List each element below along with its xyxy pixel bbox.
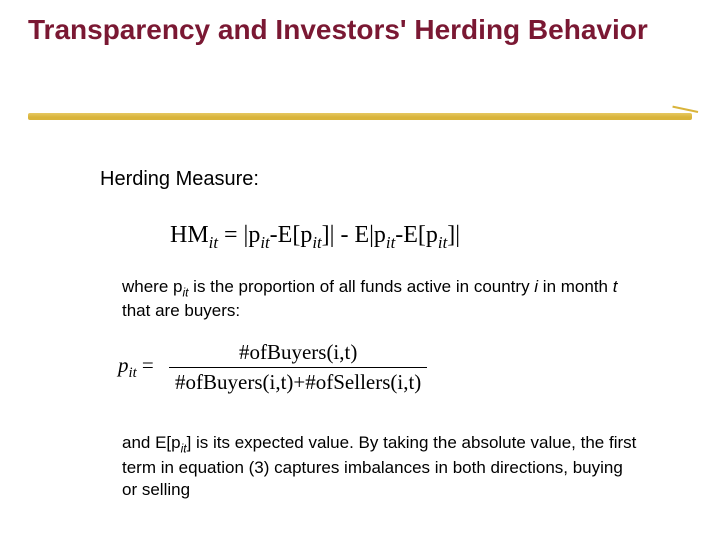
underline-bar	[28, 113, 692, 120]
fraction-num-text: #ofBuyers(i,t)	[239, 340, 357, 364]
formula-part5: ]|	[447, 222, 460, 248]
fraction-eq-sign: =	[137, 353, 154, 377]
formula-part3: ]| - E|p	[322, 222, 386, 248]
definition-text-1: where pit is the proportion of all funds…	[122, 276, 642, 322]
fraction-lhs: pit =	[118, 353, 164, 382]
formula-part4: -E[p	[395, 222, 438, 248]
formula-lhs-sub: it	[209, 233, 218, 252]
body2-pre: and E[p	[122, 433, 181, 452]
formula-sub4: it	[438, 233, 447, 252]
body1-post: is the proportion of all funds active in…	[188, 277, 534, 296]
formula-part1: = |p	[218, 222, 260, 248]
herding-formula: HMit = |pit-E[pit]| - E|pit-E[pit]|	[170, 222, 460, 253]
formula-sub1: it	[260, 233, 269, 252]
formula-part2: -E[p	[270, 222, 313, 248]
definition-text-2: and E[pit] is its expected value. By tak…	[122, 432, 642, 501]
formula-lhs-var: HM	[170, 222, 209, 248]
body1-tail: that are buyers:	[122, 301, 240, 320]
formula-sub2: it	[312, 233, 321, 252]
fraction-lhs-var: p	[118, 353, 129, 377]
fraction-den-text: #ofBuyers(i,t)+#ofSellers(i,t)	[175, 370, 421, 394]
fraction-body: #ofBuyers(i,t) #ofBuyers(i,t)+#ofSellers…	[169, 340, 427, 395]
body1-pre: where p	[122, 277, 182, 296]
formula-sub3: it	[386, 233, 395, 252]
slide: Transparency and Investors' Herding Beha…	[0, 0, 720, 540]
fraction-lhs-sub: it	[129, 365, 137, 381]
fraction-numerator: #ofBuyers(i,t)	[169, 340, 427, 368]
fraction-denominator: #ofBuyers(i,t)+#ofSellers(i,t)	[169, 368, 427, 395]
body2-post: ] is its expected value. By taking the a…	[122, 433, 636, 499]
body1-t: t	[613, 277, 618, 296]
fraction-formula: pit = #ofBuyers(i,t) #ofBuyers(i,t)+#ofS…	[118, 340, 427, 395]
subheading: Herding Measure:	[100, 168, 259, 191]
body1-mid: in month	[538, 277, 613, 296]
title-underline	[28, 113, 692, 120]
slide-title: Transparency and Investors' Herding Beha…	[28, 14, 668, 46]
underline-accent	[672, 106, 698, 113]
